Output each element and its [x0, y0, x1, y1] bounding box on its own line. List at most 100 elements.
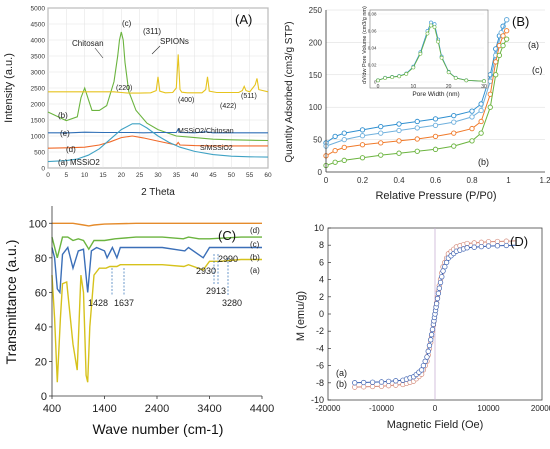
panel-b-point-b — [451, 143, 457, 149]
chitosan-pointer — [94, 47, 104, 59]
panel-a-y-ticks: 0 500 1000 1500 2000 2500 3000 3500 4000 4500 5000 — [31, 6, 46, 173]
panel-c-label: (C) — [218, 228, 236, 243]
panel-c-series-a — [51, 258, 262, 383]
panel-b-y-axis-label: Quantity Adsorbed (cm3/g STP) — [284, 21, 295, 162]
band-2913-label: 2913 — [206, 286, 226, 296]
band-markers — [111, 254, 229, 296]
panel-c-series-d — [52, 222, 262, 227]
panel-d-point-a — [428, 337, 434, 343]
inset-series — [376, 20, 486, 84]
inset-x-tick-label: 10 — [411, 84, 417, 90]
panel-a-series — [47, 31, 269, 163]
panel-d-series — [352, 238, 516, 390]
panel-b-y-tick-label: 50 — [313, 136, 322, 145]
panel-d-y-tick-label: -10 — [311, 395, 324, 405]
panel-b-series-a — [325, 19, 508, 144]
panel-a-x-tick-label: 10 — [81, 172, 89, 179]
panel-a-y-axis-label: Intensity (a.u.) — [3, 53, 15, 123]
panel-b-point-c — [359, 142, 366, 148]
panel-b-point-a2 — [378, 130, 384, 136]
inset-point — [439, 55, 444, 60]
panel-d-point-a — [425, 348, 431, 354]
panel-c-y-tick-label: 100 — [29, 218, 47, 230]
panel-a-x-tick-label: 55 — [246, 172, 254, 179]
panel-c-b-label: (b) — [250, 253, 260, 262]
panel-b-point-a2 — [396, 127, 402, 134]
panel-b-point-c — [396, 138, 402, 144]
panel-a-y-tick-label: 500 — [34, 150, 45, 157]
panel-b-x-tick-label: 0.2 — [357, 176, 369, 185]
panel-b-point-b — [469, 138, 475, 144]
inset-x-axis-label: Pore Width (nm) — [412, 91, 459, 98]
panel-b-point-a2 — [341, 136, 347, 143]
panel-d-point-a — [485, 243, 492, 249]
panel-b-point-b — [432, 146, 439, 152]
panel-b-point-b — [341, 157, 347, 163]
inset-point — [425, 31, 430, 36]
panel-d-point-a — [435, 290, 442, 297]
panel-b-point-b — [496, 52, 503, 59]
band-1637-label: 1637 — [114, 298, 134, 308]
panel-d-point-a — [369, 379, 376, 385]
inset-y-tick-label: 0.08 — [368, 12, 377, 17]
band-3280-label: 3280 — [222, 298, 242, 308]
panel-d-magnetization: -10 -8 -6 -4 -2 0 2 4 6 8 10 -20000 -10000 0 10000 200… — [295, 223, 550, 431]
inset-point — [390, 75, 395, 80]
panel-d-point-a — [385, 378, 392, 385]
s-mssio2-label: S/MSSiO2 — [200, 145, 233, 152]
panel-c-y-tick-label: 60 — [35, 287, 47, 299]
inset-series-line — [377, 24, 485, 82]
panel-b-y-tick-label: 100 — [309, 103, 323, 112]
panel-b-point-a — [332, 133, 338, 140]
mssio2-chitosan-label: MSSiO2/Chitosan — [178, 128, 234, 135]
panel-b-point-b — [414, 148, 420, 154]
panel-d-point-a — [434, 295, 441, 302]
panel-c-ftir: 0 20 40 60 80 100 400 1400 2400 3400 4400 Transmi… — [3, 206, 274, 437]
panel-d-point-a — [361, 379, 367, 386]
panel-b-series-b — [325, 38, 508, 166]
panel-b-point-b — [478, 130, 484, 136]
inset-grid — [378, 13, 484, 83]
chitosan-label: Chitosan — [72, 39, 104, 48]
panel-b-c-label: (c) — [532, 65, 543, 75]
panel-c-x-axis-label: Wave number (cm-1) — [93, 421, 224, 437]
panel-a-y-tick-label: 3500 — [31, 54, 46, 61]
panel-b-point-a2 — [451, 119, 457, 125]
panel-a-x-tick-label: 5 — [65, 172, 69, 179]
panel-a-series-d — [47, 135, 268, 149]
panel-c-y-tick-label: 80 — [35, 253, 47, 265]
panel-d-point-a — [378, 379, 385, 385]
panel-b-x-tick-label: 1.2 — [539, 176, 550, 185]
panel-b-point-c — [500, 33, 506, 39]
panel-b-x-tick-label: 0.4 — [393, 176, 405, 185]
panel-a-x-tick-label: 60 — [264, 172, 272, 179]
inset-y-axis-label: dV/dw Pore Volume (cm3/g nm) — [362, 6, 368, 84]
panel-d-a-label: (a) — [336, 368, 347, 378]
panel-b-x-tick-label: 0.8 — [466, 176, 478, 185]
inset-x-tick-label: 20 — [446, 84, 452, 90]
panel-b-x-axis-label: Relative Pressure (P/P0) — [375, 190, 496, 202]
panel-c-series-c — [51, 236, 262, 258]
panel-d-y-tick-label: -4 — [316, 343, 324, 353]
panel-d-point-b — [485, 239, 492, 245]
panel-a-x-tick-label: 50 — [228, 172, 236, 179]
panel-d-point-b — [464, 240, 470, 247]
panel-d-label: (D) — [510, 234, 528, 249]
inset-x-tick-label: 30 — [481, 84, 487, 90]
panel-b-x-tick-label: 0 — [324, 176, 329, 185]
panel-d-point-b — [352, 384, 358, 390]
peak-400-label: (400) — [178, 97, 194, 104]
panel-a-x-tick-label: 35 — [173, 172, 181, 179]
inset-point — [418, 51, 423, 56]
inset-point — [436, 39, 440, 44]
panel-d-point-a — [494, 243, 501, 249]
panel-b-point-a — [432, 116, 439, 122]
panel-d-point-a — [428, 331, 435, 338]
inset-x-tick-label: 0 — [377, 84, 380, 90]
panel-d-point-b — [393, 382, 399, 388]
inset-point — [482, 79, 486, 84]
panel-b-point-a — [359, 127, 366, 133]
